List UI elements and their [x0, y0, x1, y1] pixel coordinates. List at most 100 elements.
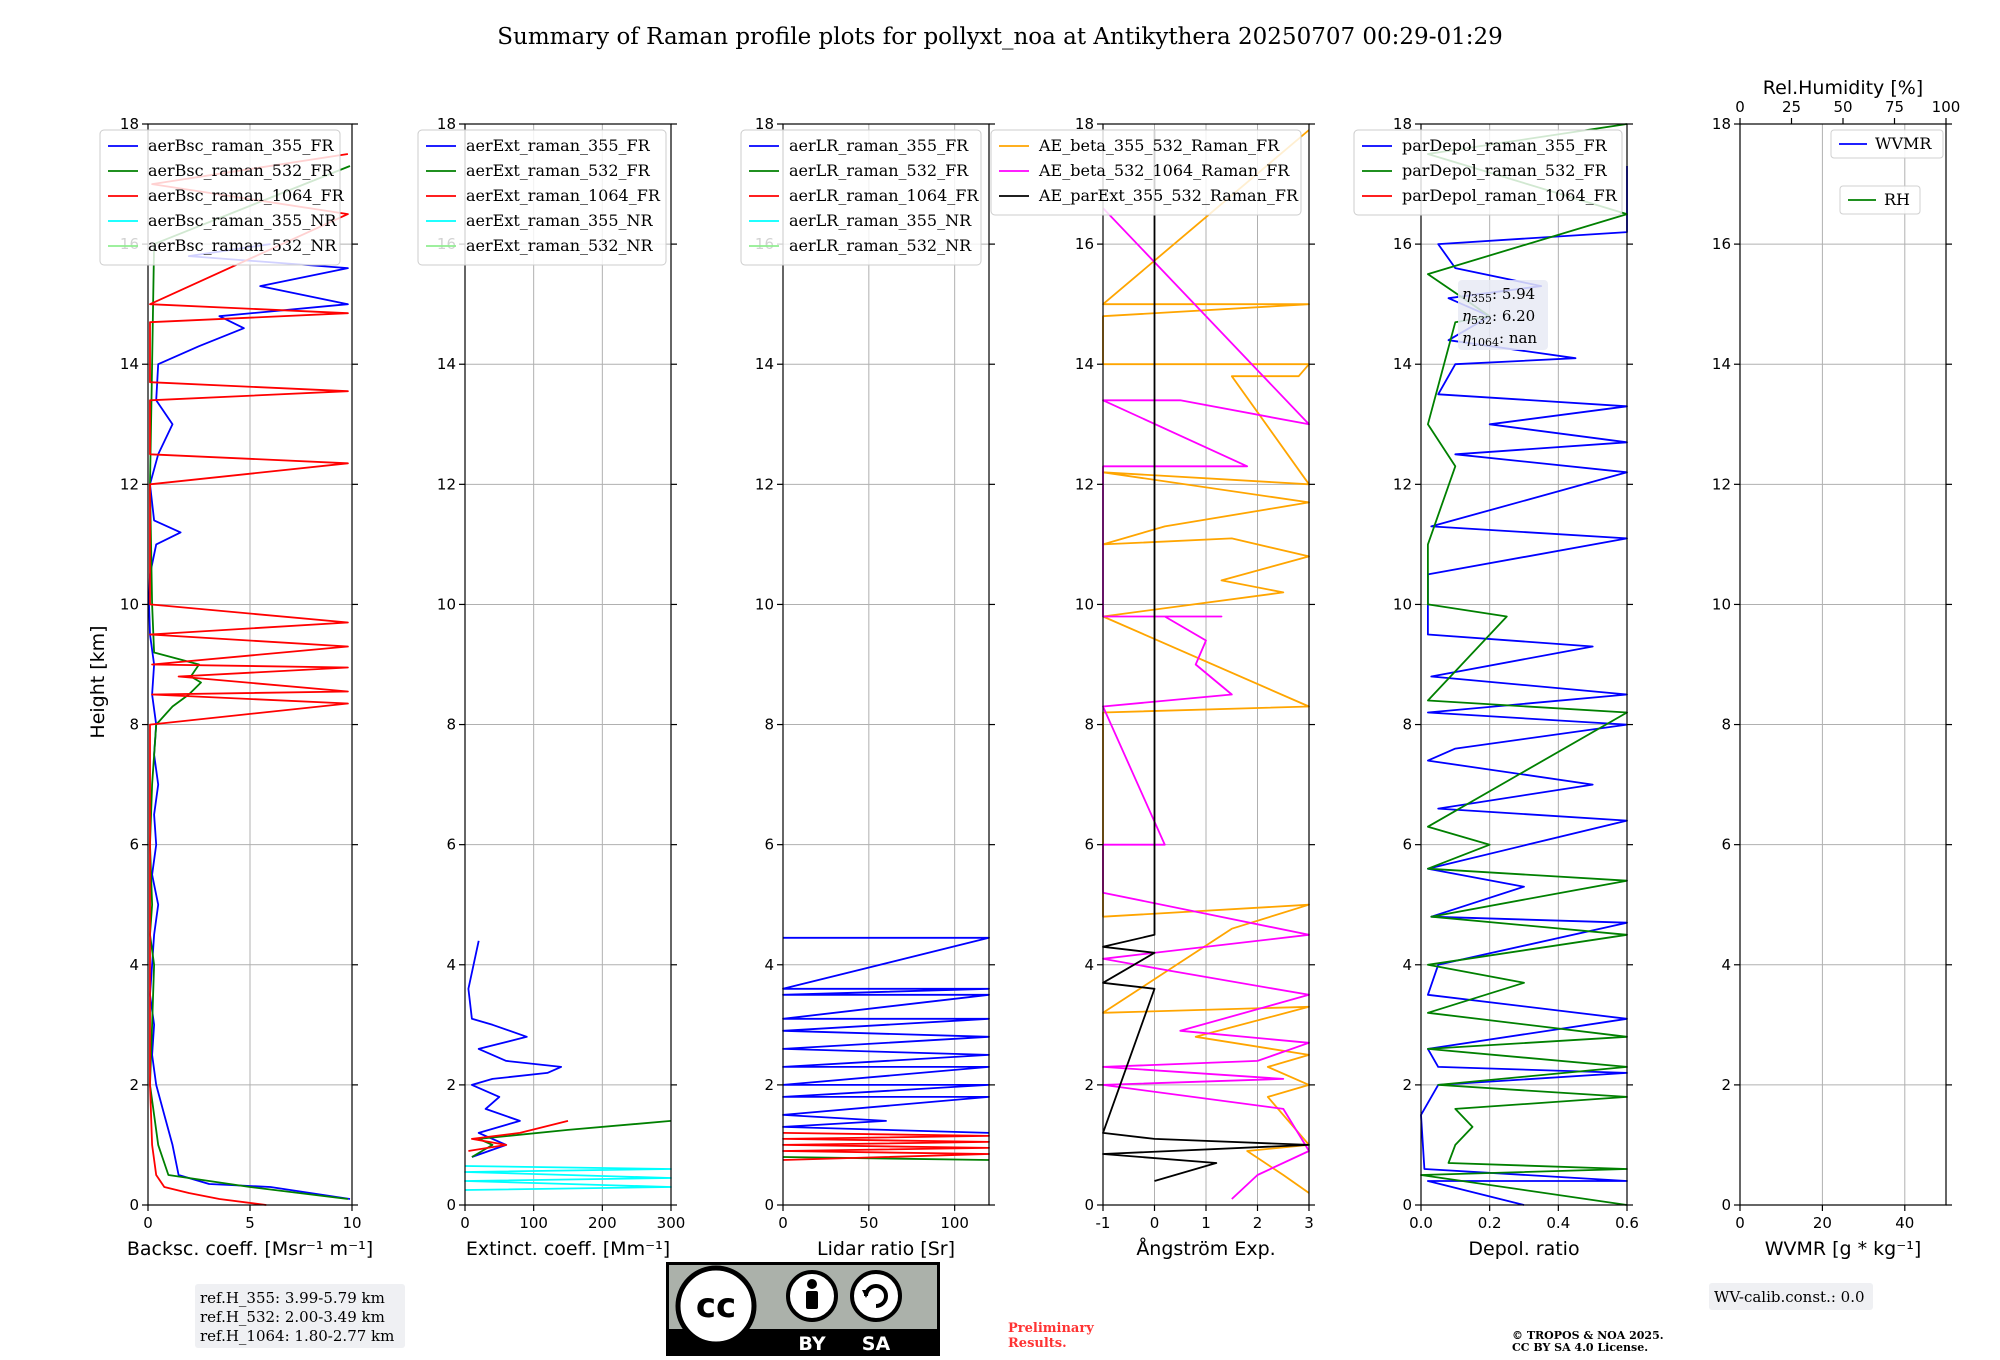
- reference-heights-box: ref.H_355: 3.99-5.79 km ref.H_532: 2.00-…: [195, 1284, 405, 1348]
- x-tick-label: 50: [859, 1214, 878, 1232]
- y-tick-label: 8: [1402, 716, 1412, 734]
- y-tick-label: 2: [1402, 1076, 1412, 1094]
- x-axis-label: Lidar ratio [Sr]: [817, 1238, 955, 1260]
- x-axis-label: Ångström Exp.: [1136, 1237, 1275, 1260]
- y-tick-label: 12: [120, 475, 139, 493]
- y-tick-label: 18: [120, 115, 139, 133]
- y-tick-label: 14: [437, 355, 456, 373]
- plot-frame: [1739, 123, 1947, 1206]
- ref-h-355: ref.H_355: 3.99-5.79 km: [200, 1289, 385, 1307]
- legend-label: aerExt_raman_355_NR: [466, 211, 654, 230]
- legend: aerLR_raman_355_FR aerLR_raman_532_FR aerL…: [740, 129, 982, 266]
- series-aerExt_raman_355_FR: [467, 940, 562, 1158]
- y-tick-label: 8: [764, 716, 774, 734]
- preliminary-line-1: Preliminary: [1008, 1321, 1094, 1336]
- y-tick-label: 14: [1393, 355, 1412, 373]
- y-tick-label: 18: [1075, 115, 1094, 133]
- x-tick-label: 0.0: [1409, 1214, 1433, 1232]
- legend: AE_beta_355_532_Raman_FR AE_beta_532_1064…: [990, 129, 1302, 216]
- y-tick-label: 0: [1402, 1196, 1412, 1214]
- copyright-line-2: CC BY SA 4.0 License.: [1512, 1341, 1648, 1354]
- y-tick-label: 6: [1402, 836, 1412, 854]
- x-tick-label: 0: [778, 1214, 788, 1232]
- x-tick-label: 0: [1735, 1214, 1745, 1232]
- x-tick-label: 0.4: [1546, 1214, 1570, 1232]
- legend-label: aerLR_raman_355_NR: [789, 211, 972, 230]
- y-tick-label: 6: [129, 836, 139, 854]
- y-tick-label: 2: [129, 1076, 139, 1094]
- series-aerLR_raman_532_FR: [782, 1156, 990, 1161]
- legend: aerBsc_raman_355_FR aerBsc_raman_532_FRae…: [99, 129, 345, 266]
- x-axis-label: Backsc. coeff. [Msr⁻¹ m⁻¹]: [127, 1238, 373, 1260]
- y-tick-label: 2: [446, 1076, 456, 1094]
- wv-calib-text: WV-calib.const.: 0.0: [1714, 1288, 1865, 1306]
- ref-h-532: ref.H_532: 2.00-3.49 km: [200, 1308, 385, 1326]
- plot-frame: [782, 123, 990, 1206]
- y-tick-label: 0: [764, 1196, 774, 1214]
- y-tick-label: 14: [1712, 355, 1731, 373]
- y-tick-label: 10: [1393, 595, 1412, 613]
- legend-WVMR: WVMR: [1830, 129, 1944, 159]
- y-tick-label: 4: [1084, 956, 1094, 974]
- preliminary-line-2: Results.: [1008, 1336, 1067, 1351]
- copyright-line-1: © TROPOS & NOA 2025.: [1512, 1329, 1664, 1342]
- panel-bsc: 0246810121416180510Backsc. coeff. [Msr⁻¹…: [99, 115, 373, 1260]
- y-tick-label: 6: [1721, 836, 1731, 854]
- wv-calib-box: WV-calib.const.: 0.0: [1709, 1283, 1873, 1310]
- x-axis-label: Extinct. coeff. [Mm⁻¹]: [466, 1238, 670, 1260]
- cc-logo-text: cc: [696, 1286, 736, 1326]
- y-tick-label: 4: [764, 956, 774, 974]
- x-axis-label: Depol. ratio: [1468, 1238, 1579, 1260]
- y-tick-label: 10: [1712, 595, 1731, 613]
- y-tick-label: 16: [1075, 235, 1094, 253]
- y-tick-label: 4: [1721, 956, 1731, 974]
- series-aerLR_raman_1064_FR: [782, 1132, 990, 1161]
- x-tick-label: 0: [1150, 1214, 1160, 1232]
- y-tick-label: 14: [755, 355, 774, 373]
- y-tick-label: 18: [1393, 115, 1412, 133]
- legend-label: aerLR_raman_532_FR: [789, 161, 969, 180]
- y-tick-label: 4: [129, 956, 139, 974]
- panel-ext: 0246810121416180100200300Extinct. coeff.…: [417, 115, 685, 1260]
- series-aerBsc_raman_355_FR: [148, 243, 351, 1200]
- legend-label: aerBsc_raman_532_FR: [148, 161, 334, 180]
- legend-label: aerLR_raman_355_FR: [789, 136, 969, 155]
- legend-RH: RH: [1839, 185, 1921, 215]
- ref-h-1064: ref.H_1064: 1.80-2.77 km: [200, 1327, 394, 1345]
- series-aerBsc_raman_1064_FR: [149, 153, 349, 1206]
- eta-value: η532: 6.20: [1462, 307, 1535, 327]
- legend-label: aerBsc_raman_355_FR: [148, 136, 334, 155]
- legend: aerExt_raman_355_FR aerExt_raman_532_FRae…: [417, 129, 667, 266]
- top-tick-label: 100: [1932, 98, 1961, 116]
- top-axis-label: Rel.Humidity [%]: [1763, 77, 1923, 99]
- y-tick-label: 10: [1075, 595, 1094, 613]
- eta-value: η1064: nan: [1462, 329, 1537, 349]
- y-tick-label: 8: [1084, 716, 1094, 734]
- legend-label: AE_beta_355_532_Raman_FR: [1038, 136, 1280, 155]
- y-tick-label: 8: [129, 716, 139, 734]
- legend-label: aerBsc_raman_355_NR: [148, 211, 337, 230]
- legend-label: aerExt_raman_1064_FR: [466, 186, 661, 205]
- legend-label: aerExt_raman_532_FR: [466, 161, 651, 180]
- y-axis-label: Height [km]: [87, 625, 109, 738]
- x-tick-label: 20: [1813, 1214, 1832, 1232]
- y-tick-label: 18: [1712, 115, 1731, 133]
- legend-label: RH: [1884, 190, 1910, 209]
- by-label: BY: [798, 1333, 825, 1355]
- plot-frame: [1420, 123, 1628, 1206]
- y-tick-label: 0: [446, 1196, 456, 1214]
- x-tick-label: 2: [1253, 1214, 1263, 1232]
- y-tick-label: 4: [446, 956, 456, 974]
- legend-label: AE_parExt_355_532_Raman_FR: [1038, 186, 1299, 205]
- top-tick-label: 25: [1782, 98, 1801, 116]
- y-tick-label: 6: [1084, 836, 1094, 854]
- y-tick-label: 8: [1721, 716, 1731, 734]
- y-tick-label: 12: [1393, 475, 1412, 493]
- x-tick-label: -1: [1096, 1214, 1111, 1232]
- series-AE_parExt_355_532_Raman_FR: [1102, 130, 1310, 1182]
- x-tick-label: 0.2: [1478, 1214, 1502, 1232]
